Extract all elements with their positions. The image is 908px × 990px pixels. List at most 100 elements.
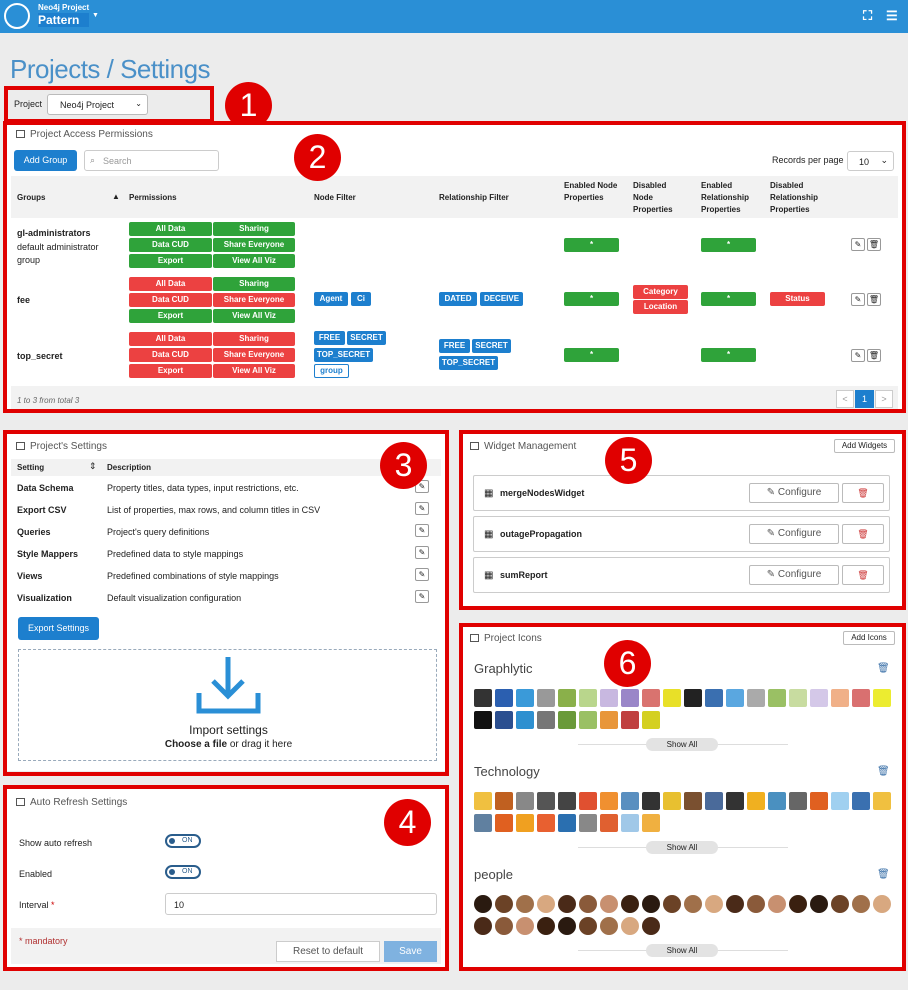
configure-button[interactable]: ✎ Configure [749,483,839,503]
project-icon[interactable] [495,814,513,832]
project-icon[interactable] [873,895,891,913]
project-icon[interactable] [537,792,555,810]
rel-filter-tag[interactable]: DATED [439,292,477,306]
choose-file-link[interactable]: Choose a file [164,739,228,750]
drag-handle-icon[interactable]: ▦ [484,570,494,581]
project-icon[interactable] [621,895,639,913]
app-logo-icon[interactable] [4,3,30,29]
project-icon[interactable] [537,917,555,935]
project-icon[interactable] [579,711,597,729]
project-icon[interactable] [663,792,681,810]
fullscreen-icon[interactable]: ⛶ [863,8,873,23]
project-icon[interactable] [642,895,660,913]
project-icon[interactable] [768,689,786,707]
project-icon[interactable] [831,895,849,913]
drag-handle-icon[interactable]: ▦ [484,529,494,540]
edit-icon[interactable]: ✎ [851,349,865,362]
enabled-node-props[interactable]: * [564,238,619,252]
perm-all-data[interactable]: All Data [129,332,212,346]
project-icon[interactable] [789,792,807,810]
project-icon[interactable] [642,689,660,707]
project-icon[interactable] [579,792,597,810]
project-icon[interactable] [621,689,639,707]
node-filter-tag[interactable]: FREE [314,331,345,345]
project-icon[interactable] [537,711,555,729]
enabled-node-props[interactable]: * [564,292,619,306]
project-icon[interactable] [474,711,492,729]
project-icon[interactable] [516,792,534,810]
project-icon[interactable] [768,792,786,810]
trash-icon[interactable]: 🗑 [877,663,890,674]
pager-next[interactable]: > [875,390,893,408]
project-icon[interactable] [516,917,534,935]
edit-icon[interactable]: ✎ [415,590,429,603]
project-icon[interactable] [663,689,681,707]
project-icon[interactable] [642,917,660,935]
project-icon[interactable] [726,792,744,810]
project-icon[interactable] [474,895,492,913]
project-icon[interactable] [810,689,828,707]
project-icon[interactable] [600,689,618,707]
project-switcher[interactable]: Neo4j Project Pattern [38,3,90,27]
project-icon[interactable] [516,895,534,913]
records-per-page-select[interactable]: 10 ⌄ [847,151,894,171]
chevron-down-icon[interactable]: ▼ [92,12,99,19]
project-icon[interactable] [621,917,639,935]
perm-export[interactable]: Export [129,364,212,378]
drag-handle-icon[interactable]: ▦ [484,488,494,499]
rel-filter-tag[interactable]: TOP_SECRET [439,356,498,370]
trash-icon[interactable]: 🗑 [842,483,884,503]
project-icon[interactable] [579,917,597,935]
project-icon[interactable] [642,792,660,810]
project-icon[interactable] [621,711,639,729]
project-icon[interactable] [516,711,534,729]
project-icon[interactable] [474,917,492,935]
project-icon[interactable] [495,792,513,810]
enabled-rel-props[interactable]: * [701,292,756,306]
show-all-button[interactable]: Show All [646,738,718,751]
project-icon[interactable] [831,792,849,810]
add-group-button[interactable]: Add Group [14,150,77,171]
project-icon[interactable] [516,814,534,832]
project-icon[interactable] [495,711,513,729]
project-icon[interactable] [747,895,765,913]
perm-data-cud[interactable]: Data CUD [129,348,212,362]
project-icon[interactable] [789,895,807,913]
search-input[interactable]: Search [84,150,219,171]
trash-icon[interactable]: 🗑 [877,766,890,777]
project-icon[interactable] [663,895,681,913]
project-icon[interactable] [684,895,702,913]
project-icon[interactable] [558,689,576,707]
export-settings-button[interactable]: Export Settings [18,617,99,640]
project-icon[interactable] [810,792,828,810]
project-icon[interactable] [705,689,723,707]
project-icon[interactable] [600,814,618,832]
project-icon[interactable] [789,689,807,707]
project-icon[interactable] [558,895,576,913]
perm-view-all-viz[interactable]: View All Viz [213,254,295,268]
node-filter-tag[interactable]: SECRET [347,331,386,345]
trash-icon[interactable]: 🗑 [842,565,884,585]
perm-sharing[interactable]: Sharing [213,277,295,291]
project-icon[interactable] [537,689,555,707]
node-filter-tag[interactable]: TOP_SECRET [314,348,373,362]
project-icon[interactable] [537,814,555,832]
project-icon[interactable] [495,689,513,707]
project-icon[interactable] [579,689,597,707]
project-icon[interactable] [600,917,618,935]
sort-icon[interactable]: ⇕ [89,461,97,471]
show-all-button[interactable]: Show All [646,944,718,957]
project-icon[interactable] [726,895,744,913]
menu-icon[interactable]: ☰ [886,8,898,23]
project-icon[interactable] [558,792,576,810]
project-icon[interactable] [474,689,492,707]
project-icon[interactable] [810,895,828,913]
perm-view-all-viz[interactable]: View All Viz [213,364,295,378]
sort-up-icon[interactable]: ▲ [112,192,120,201]
perm-data-cud[interactable]: Data CUD [129,238,212,252]
perm-sharing[interactable]: Sharing [213,332,295,346]
node-filter-group-tag[interactable]: group [314,364,349,378]
disabled-node-prop[interactable]: Category [633,285,688,299]
perm-share-everyone[interactable]: Share Everyone [213,238,295,252]
project-icon[interactable] [579,895,597,913]
